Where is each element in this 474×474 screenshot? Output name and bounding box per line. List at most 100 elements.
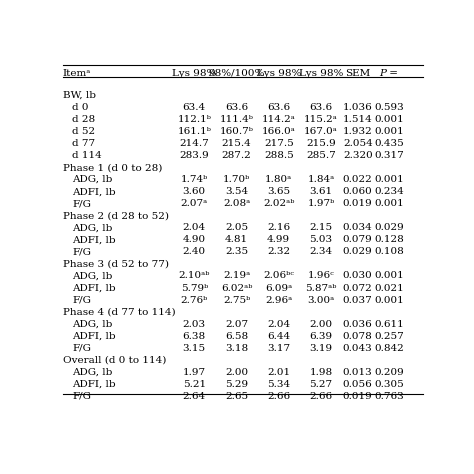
Text: 3.54: 3.54: [225, 187, 248, 196]
Text: ADG, lb: ADG, lb: [72, 319, 112, 328]
Text: 0.019: 0.019: [343, 392, 373, 401]
Text: 1.70ᵇ: 1.70ᵇ: [223, 175, 250, 184]
Text: 1.84ᵃ: 1.84ᵃ: [307, 175, 335, 184]
Text: 1.932: 1.932: [343, 127, 373, 136]
Text: 3.17: 3.17: [267, 344, 290, 353]
Text: 1.97: 1.97: [182, 368, 206, 377]
Text: ADFI, lb: ADFI, lb: [72, 332, 116, 341]
Text: ADG, lb: ADG, lb: [72, 223, 112, 232]
Text: 0.072: 0.072: [343, 283, 373, 292]
Text: 1.80ᵃ: 1.80ᵃ: [265, 175, 292, 184]
Text: P =: P =: [380, 69, 399, 78]
Text: 0.257: 0.257: [374, 332, 404, 341]
Text: 2.64: 2.64: [182, 392, 206, 401]
Text: 287.2: 287.2: [222, 151, 251, 160]
Text: Overall (d 0 to 114): Overall (d 0 to 114): [63, 356, 166, 365]
Text: 5.34: 5.34: [267, 380, 290, 389]
Text: 3.61: 3.61: [310, 187, 333, 196]
Text: 2.16: 2.16: [267, 223, 290, 232]
Text: 5.03: 5.03: [310, 236, 333, 245]
Text: 2.76ᵇ: 2.76ᵇ: [181, 296, 208, 305]
Text: ADG, lb: ADG, lb: [72, 272, 112, 281]
Text: 1.98: 1.98: [310, 368, 333, 377]
Text: 0.036: 0.036: [343, 319, 373, 328]
Text: 5.29: 5.29: [225, 380, 248, 389]
Text: 2.04: 2.04: [267, 319, 290, 328]
Text: 6.58: 6.58: [225, 332, 248, 341]
Text: 112.1ᵇ: 112.1ᵇ: [177, 115, 211, 124]
Text: 5.79ᵇ: 5.79ᵇ: [181, 283, 208, 292]
Text: 6.39: 6.39: [310, 332, 333, 341]
Text: 161.1ᵇ: 161.1ᵇ: [177, 127, 211, 136]
Text: 6.44: 6.44: [267, 332, 290, 341]
Text: ADG, lb: ADG, lb: [72, 368, 112, 377]
Text: 0.763: 0.763: [374, 392, 404, 401]
Text: 160.7ᵇ: 160.7ᵇ: [219, 127, 254, 136]
Text: 2.32: 2.32: [267, 247, 290, 256]
Text: 2.34: 2.34: [310, 247, 333, 256]
Text: 2.03: 2.03: [182, 319, 206, 328]
Text: 115.2ᵃ: 115.2ᵃ: [304, 115, 338, 124]
Text: 63.6: 63.6: [225, 103, 248, 112]
Text: 0.842: 0.842: [374, 344, 404, 353]
Text: ADFI, lb: ADFI, lb: [72, 380, 116, 389]
Text: 0.001: 0.001: [374, 272, 404, 281]
Text: d 52: d 52: [72, 127, 95, 136]
Text: 0.611: 0.611: [374, 319, 404, 328]
Text: 215.9: 215.9: [306, 139, 336, 148]
Text: 2.07ᵃ: 2.07ᵃ: [181, 199, 208, 208]
Text: Lys 98%: Lys 98%: [172, 69, 217, 78]
Text: Phase 3 (d 52 to 77): Phase 3 (d 52 to 77): [63, 259, 169, 268]
Text: 0.030: 0.030: [343, 272, 373, 281]
Text: 0.209: 0.209: [374, 368, 404, 377]
Text: 0.079: 0.079: [343, 236, 373, 245]
Text: 98%/100%: 98%/100%: [208, 69, 264, 78]
Text: 0.001: 0.001: [374, 296, 404, 305]
Text: 0.029: 0.029: [374, 223, 404, 232]
Text: 0.128: 0.128: [374, 236, 404, 245]
Text: Itemᵃ: Itemᵃ: [63, 69, 91, 78]
Text: F/G: F/G: [72, 199, 91, 208]
Text: 2.02ᵃᵇ: 2.02ᵃᵇ: [263, 199, 294, 208]
Text: F/G: F/G: [72, 344, 91, 353]
Text: 0.021: 0.021: [374, 283, 404, 292]
Text: 2.00: 2.00: [225, 368, 248, 377]
Text: 3.19: 3.19: [310, 344, 333, 353]
Text: 167.0ᵃ: 167.0ᵃ: [304, 127, 338, 136]
Text: 1.036: 1.036: [343, 103, 373, 112]
Text: Phase 2 (d 28 to 52): Phase 2 (d 28 to 52): [63, 211, 169, 220]
Text: 0.037: 0.037: [343, 296, 373, 305]
Text: 0.593: 0.593: [374, 103, 404, 112]
Text: 0.001: 0.001: [374, 115, 404, 124]
Text: 288.5: 288.5: [264, 151, 293, 160]
Text: 0.029: 0.029: [343, 247, 373, 256]
Text: 6.38: 6.38: [182, 332, 206, 341]
Text: 63.6: 63.6: [310, 103, 333, 112]
Text: d 77: d 77: [72, 139, 95, 148]
Text: 0.043: 0.043: [343, 344, 373, 353]
Text: 3.65: 3.65: [267, 187, 290, 196]
Text: 2.75ᵇ: 2.75ᵇ: [223, 296, 250, 305]
Text: 0.060: 0.060: [343, 187, 373, 196]
Text: 2.320: 2.320: [343, 151, 373, 160]
Text: 2.15: 2.15: [310, 223, 333, 232]
Text: Lys 98%: Lys 98%: [299, 69, 343, 78]
Text: 283.9: 283.9: [179, 151, 209, 160]
Text: 0.001: 0.001: [374, 127, 404, 136]
Text: 3.15: 3.15: [182, 344, 206, 353]
Text: 2.04: 2.04: [182, 223, 206, 232]
Text: 2.01: 2.01: [267, 368, 290, 377]
Text: 0.435: 0.435: [374, 139, 404, 148]
Text: ADFI, lb: ADFI, lb: [72, 187, 116, 196]
Text: 2.19ᵃ: 2.19ᵃ: [223, 272, 250, 281]
Text: 111.4ᵇ: 111.4ᵇ: [219, 115, 254, 124]
Text: 2.07: 2.07: [225, 319, 248, 328]
Text: ADG, lb: ADG, lb: [72, 175, 112, 184]
Text: 2.40: 2.40: [182, 247, 206, 256]
Text: 214.7: 214.7: [179, 139, 209, 148]
Text: 0.034: 0.034: [343, 223, 373, 232]
Text: ADFI, lb: ADFI, lb: [72, 236, 116, 245]
Text: 2.96ᵃ: 2.96ᵃ: [265, 296, 292, 305]
Text: 285.7: 285.7: [306, 151, 336, 160]
Text: 2.06ᵇᶜ: 2.06ᵇᶜ: [263, 272, 294, 281]
